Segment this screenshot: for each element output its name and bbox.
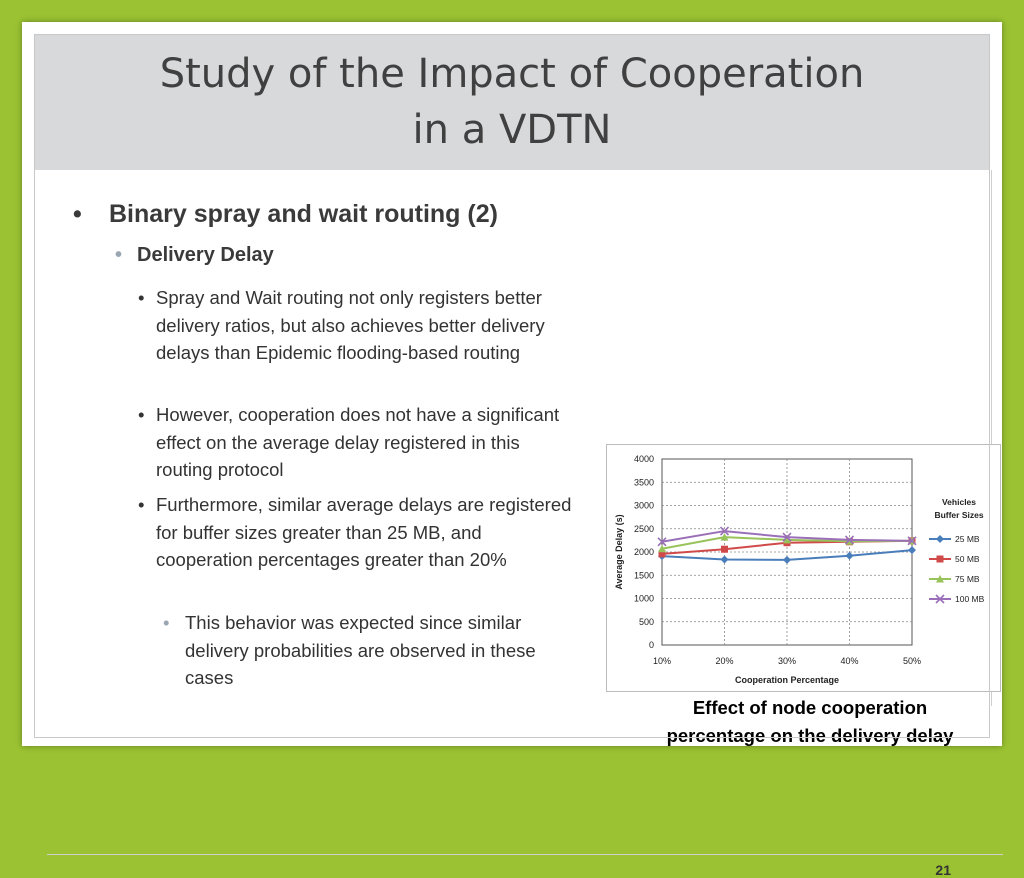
bullet-point-1: • Spray and Wait routing not only regist… — [138, 284, 578, 367]
caption-line2: percentage on the delivery delay — [666, 725, 954, 746]
slide-content: • Binary spray and wait routing (2) • De… — [34, 170, 1003, 878]
data-point — [657, 537, 667, 547]
bullet-marker: • — [138, 494, 145, 515]
x-tick-label: 10% — [653, 656, 671, 666]
bullet-point-3: • Furthermore, similar average delays ar… — [138, 491, 578, 574]
bullet-point-text: However, cooperation does not have a sig… — [156, 404, 560, 480]
slide-title-line2: in a VDTN — [412, 107, 612, 153]
x-tick-label: 30% — [778, 656, 796, 666]
y-tick-label: 4000 — [634, 454, 654, 464]
bullet-point-text: Furthermore, similar average delays are … — [156, 494, 572, 570]
bullet-marker: • — [138, 287, 145, 308]
y-tick-label: 2500 — [634, 524, 654, 534]
legend-marker — [936, 555, 944, 563]
bullet-level2: • Delivery Delay — [115, 244, 274, 267]
chart-svg: 0 500 1000 1500 2000 2500 3000 3500 4000 10% 20% 30… — [614, 454, 985, 685]
data-point — [658, 550, 666, 558]
bullet-point-2: • However, cooperation does not have a s… — [138, 401, 578, 484]
data-point — [845, 551, 854, 560]
legend-marker — [936, 575, 944, 583]
data-point — [908, 546, 916, 555]
data-point — [907, 536, 917, 546]
y-tick-label: 0 — [649, 640, 654, 650]
delay-chart: 0 500 1000 1500 2000 2500 3000 3500 4000 10% 20% 30… — [606, 444, 1001, 692]
data-point — [782, 532, 792, 542]
y-tick-label: 1500 — [634, 570, 654, 580]
data-point — [720, 555, 729, 564]
y-tick-label: 3500 — [634, 477, 654, 487]
data-point — [783, 555, 791, 564]
data-point — [721, 545, 728, 553]
bullet-marker: • — [138, 404, 145, 425]
legend-label: 100 MB — [955, 594, 985, 604]
sub-bullet-text: This behavior was expected since similar… — [185, 612, 536, 688]
x-tick-label: 20% — [715, 656, 733, 666]
legend-title-line1: Vehicles — [942, 497, 976, 507]
y-axis-label: Average Delay (s) — [614, 514, 624, 589]
bullet-level1-text: Binary spray and wait routing (2) — [109, 200, 498, 228]
y-tick-label: 2000 — [634, 547, 654, 557]
bullet-point-text: Spray and Wait routing not only register… — [156, 287, 545, 363]
bullet-marker: • — [115, 244, 123, 266]
slide-title-line1: Study of the Impact of Cooperation — [159, 51, 865, 97]
legend-label: 25 MB — [955, 534, 980, 544]
slide: Study of the Impact of Cooperation in a … — [22, 22, 1003, 878]
data-point — [720, 533, 729, 541]
x-tick-label: 50% — [903, 656, 921, 666]
footer-divider — [47, 854, 1003, 855]
chart-caption: Effect of node cooperation percentage on… — [645, 694, 975, 750]
page-number: 21 — [935, 862, 951, 878]
x-tick-label: 40% — [840, 656, 858, 666]
bullet-level2-text: Delivery Delay — [137, 244, 274, 266]
legend-label: 50 MB — [955, 554, 980, 564]
legend-label: 75 MB — [955, 574, 980, 584]
legend-marker — [935, 594, 945, 604]
y-tick-label: 1000 — [634, 594, 654, 604]
title-band: Study of the Impact of Cooperation in a … — [34, 34, 990, 170]
caption-line1: Effect of node cooperation — [692, 697, 928, 718]
bullet-marker: • — [163, 612, 170, 633]
bullet-marker: • — [73, 200, 82, 228]
y-tick-label: 500 — [639, 617, 654, 627]
y-tick-label: 3000 — [634, 501, 654, 511]
data-point — [658, 544, 666, 553]
data-point — [783, 535, 791, 544]
bullet-level1: • Binary spray and wait routing (2) — [73, 200, 498, 229]
legend-title-line2: Buffer Sizes — [934, 510, 983, 520]
data-point — [719, 526, 730, 536]
x-axis-label: Cooperation Percentage — [735, 675, 839, 685]
sub-bullet-point: • This behavior was expected since simil… — [163, 609, 583, 692]
legend-marker — [936, 535, 944, 543]
data-point — [844, 535, 855, 545]
